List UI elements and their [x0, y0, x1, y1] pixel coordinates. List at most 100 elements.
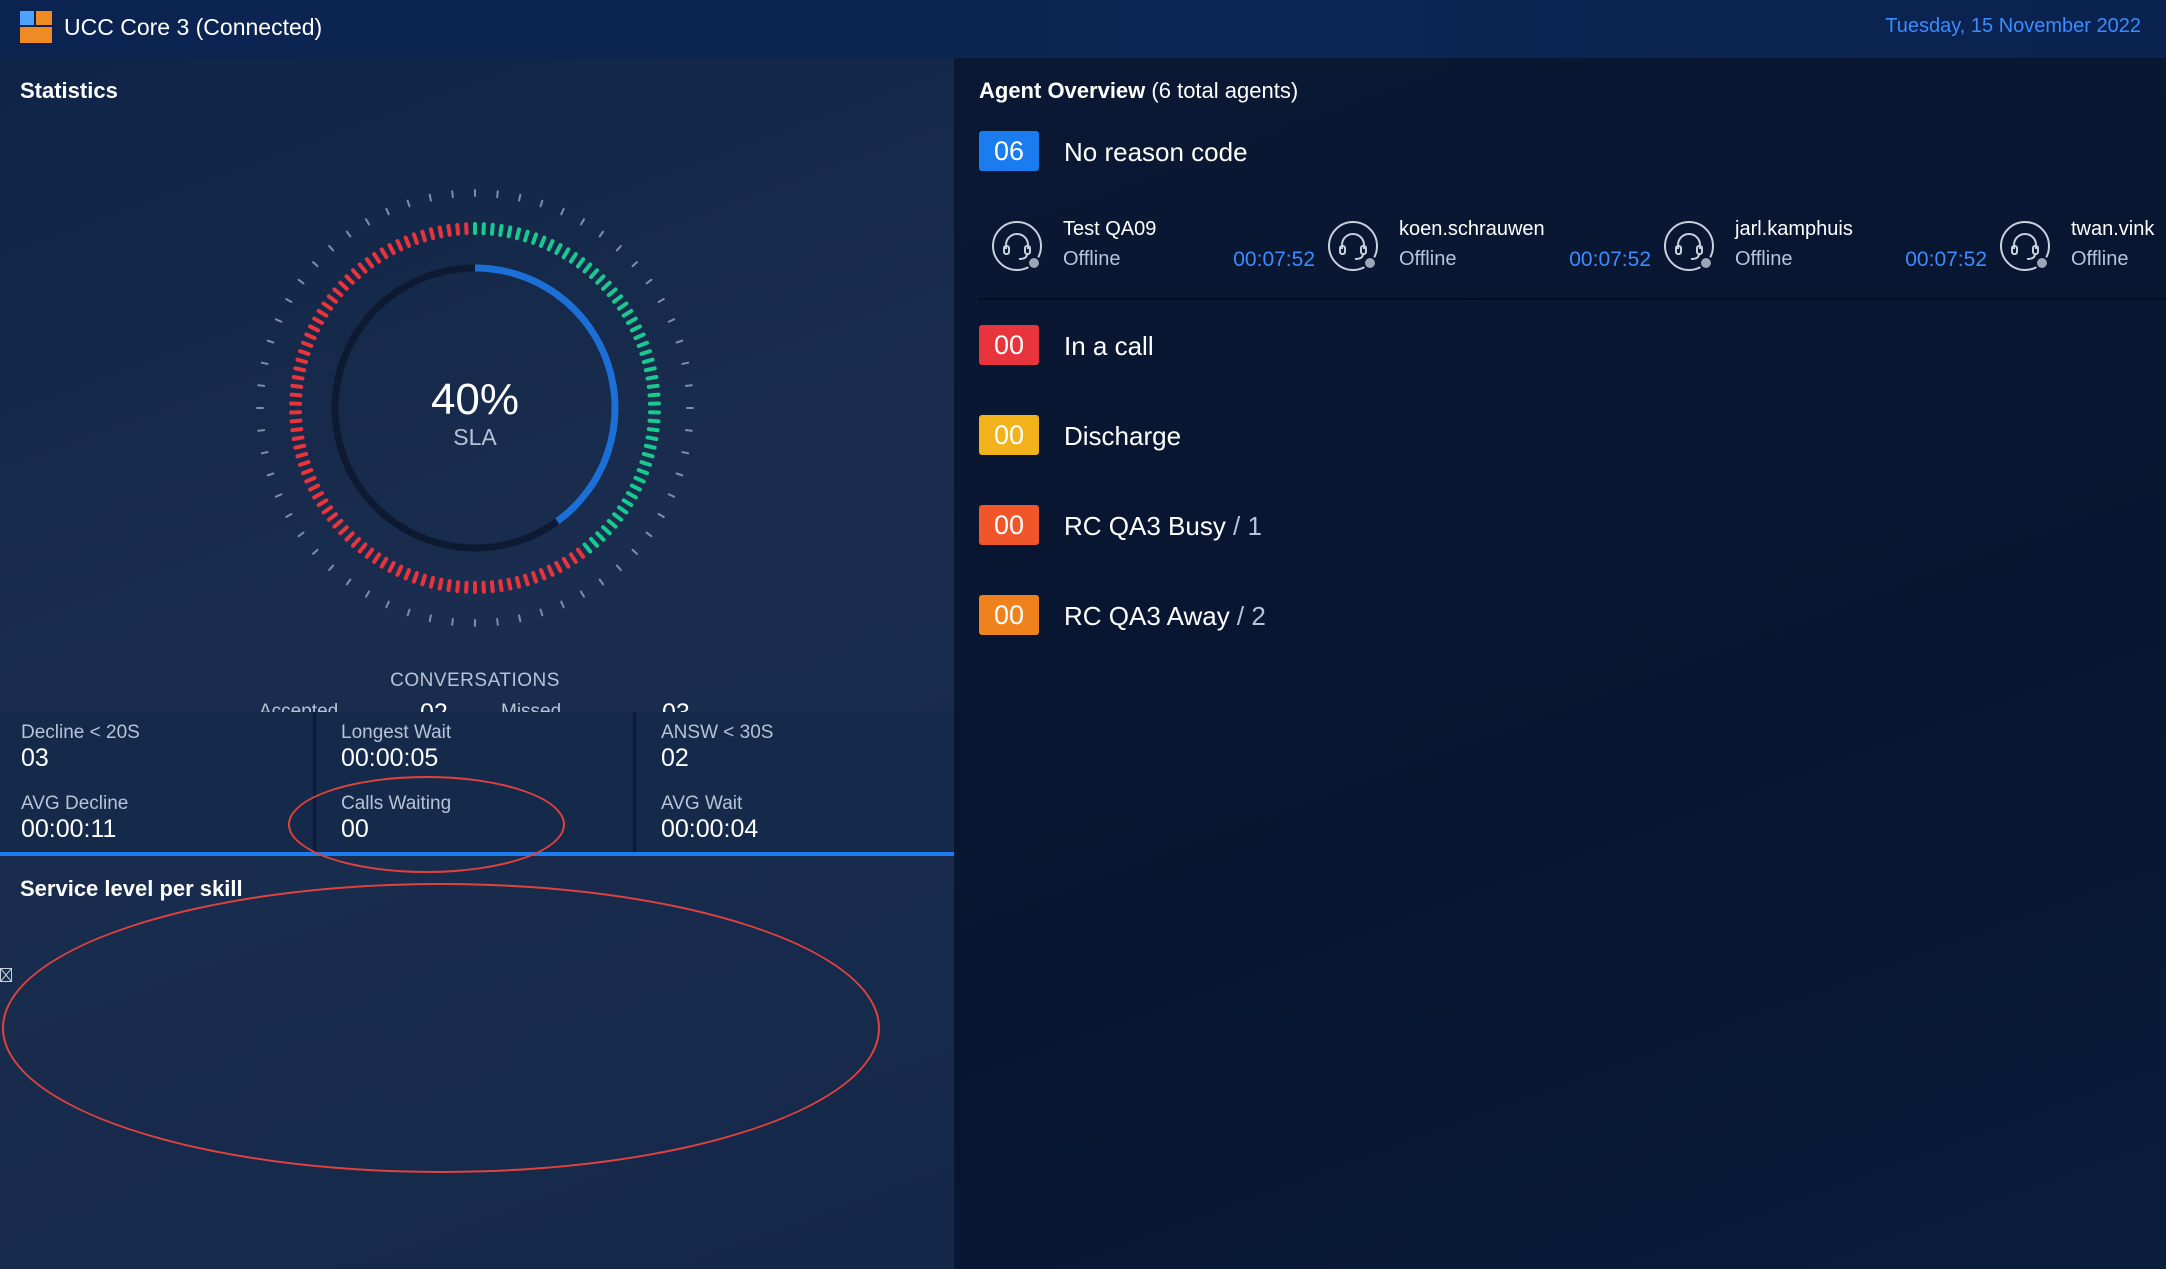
gauge-missed-dot [575, 547, 586, 559]
gauge-missed-dot [295, 451, 309, 459]
headset-icon [992, 221, 1042, 271]
gauge-accepted-dot [595, 531, 606, 542]
gauge-missed-dot [289, 418, 303, 424]
status-count-badge: 00 [979, 505, 1039, 545]
agent-timer: 00:07:52 [1569, 248, 1651, 271]
gauge-outer-tick [615, 564, 622, 572]
gauge-accepted-dot [643, 443, 657, 450]
agent-card[interactable]: koen.schrauwen Offline 00:07:52 [1315, 210, 1651, 280]
status-group-label: RC QA3 Away / 2 [1064, 601, 1266, 631]
sla-value: 40% [430, 375, 520, 424]
gauge-accepted-dot [601, 525, 612, 536]
gauge-missed-dot [332, 518, 344, 529]
gauge-accepted-dot [531, 232, 539, 245]
gauge-missed-dot [514, 575, 522, 589]
gauge-outer-tick [451, 190, 454, 199]
gauge-missed-dot [420, 573, 427, 587]
gauge-missed-dot [372, 552, 382, 564]
metric-label: AVG Wait [661, 793, 743, 814]
gauge-outer-tick [657, 513, 665, 518]
gauge-missed-dot [531, 571, 539, 584]
gauge-accepted-dot [633, 475, 646, 484]
gauge-accepted-dot [646, 383, 660, 389]
gauge-outer-tick [266, 472, 275, 477]
status-group-discharge[interactable]: 00 Discharge [979, 415, 1579, 455]
broken-image-icon [0, 968, 12, 982]
gauge-missed-dot [411, 571, 419, 584]
gauge-missed-dot [403, 568, 412, 581]
agent-status: Offline [2071, 248, 2129, 270]
agent-card[interactable]: jarl.kamphuis Offline 00:07:52 [1651, 210, 1987, 280]
gauge-outer-tick [681, 361, 690, 365]
gauge-outer-tick [406, 608, 411, 617]
gauge-outer-tick [297, 531, 305, 538]
gauge-accepted-dot [612, 294, 624, 304]
gauge-accepted-dot [625, 491, 638, 500]
status-group-rc-qa3-busy[interactable]: 00 RC QA3 Busy / 1 [979, 505, 1579, 545]
gauge-accepted-dot [498, 223, 504, 237]
gauge-accepted-dot [629, 324, 642, 333]
gauge-outer-tick [684, 384, 693, 387]
agent-timer: 00:07:52 [1905, 248, 1987, 271]
status-group-rc-qa3-away[interactable]: 00 RC QA3 Away / 2 [979, 595, 1579, 635]
gauge-missed-dot [523, 573, 530, 587]
gauge-missed-dot [455, 580, 461, 594]
gauge-accepted-dot [639, 349, 652, 356]
gauge-missed-dot [387, 560, 396, 573]
gauge-missed-dot [308, 483, 321, 492]
gauge-outer-tick [311, 548, 319, 555]
gauge-outer-tick [598, 578, 605, 586]
gauge-missed-dot [300, 468, 314, 476]
metric-value: 00:00:11 [21, 815, 117, 843]
gauge-accepted-dot [645, 435, 659, 441]
gauge-outer-tick [285, 298, 293, 303]
agent-card[interactable]: Test QA09 Offline 00:07:52 [979, 210, 1315, 280]
agent-card[interactable]: twan.vink Offline [1987, 210, 2166, 280]
gauge-outer-tick [667, 318, 676, 323]
gauge-missed-dot [332, 287, 344, 298]
gauge-sla-arc [474, 264, 619, 525]
gauge-missed-dot [411, 232, 419, 245]
gauge-accepted-dot [554, 243, 563, 256]
service-level-title: Service level per skill [20, 876, 243, 901]
gauge-accepted-dot [647, 418, 661, 424]
gauge-missed-dot [289, 392, 303, 398]
agent-status: Offline [1735, 248, 1793, 270]
gauge-accepted-dot [589, 268, 600, 280]
status-count-badge: 00 [979, 595, 1039, 635]
gauge-outer-tick [385, 207, 390, 216]
gauge-outer-tick [598, 230, 605, 238]
gauge-missed-dot [326, 512, 338, 522]
gauge-accepted-dot [489, 222, 495, 236]
status-group-no-reason-code[interactable]: 06 No reason code [979, 131, 1579, 171]
annotation-ellipse-service-level [2, 883, 880, 1173]
gauge-outer-tick [257, 384, 266, 387]
gauge-outer-tick [260, 361, 269, 365]
metric-value: 00:00:05 [341, 744, 439, 772]
gauge-missed-dot [428, 227, 436, 241]
gauge-accepted-dot [582, 262, 593, 274]
gauge-accepted-dot [606, 287, 618, 298]
gauge-missed-dot [364, 547, 375, 559]
gauge-outer-tick [631, 548, 639, 555]
gauge-outer-tick [451, 617, 454, 626]
gauge-missed-dot [437, 225, 444, 239]
gauge-outer-tick [681, 451, 690, 455]
gauge-outer-tick [615, 244, 622, 252]
headset-icon [1328, 221, 1378, 271]
agent-name: twan.vink [2071, 218, 2155, 240]
gauge-accepted-dot [621, 308, 634, 318]
gauge-outer-tick [274, 493, 283, 498]
gauge-accepted-dot [523, 229, 530, 243]
gauge-accepted-dot [647, 392, 661, 398]
sla-label: SLA [453, 424, 497, 450]
gauge-accepted-dot [633, 332, 646, 341]
gauge-outer-tick [675, 339, 684, 344]
gauge-accepted-dot [636, 468, 650, 476]
gauge-accepted-dot [606, 518, 618, 529]
gauge-accepted-dot [621, 498, 634, 508]
gauge-outer-tick [684, 429, 693, 432]
gauge-missed-dot [298, 349, 311, 356]
status-group-in-a-call[interactable]: 00 In a call [979, 325, 1579, 365]
agent-name: koen.schrauwen [1399, 218, 1545, 240]
